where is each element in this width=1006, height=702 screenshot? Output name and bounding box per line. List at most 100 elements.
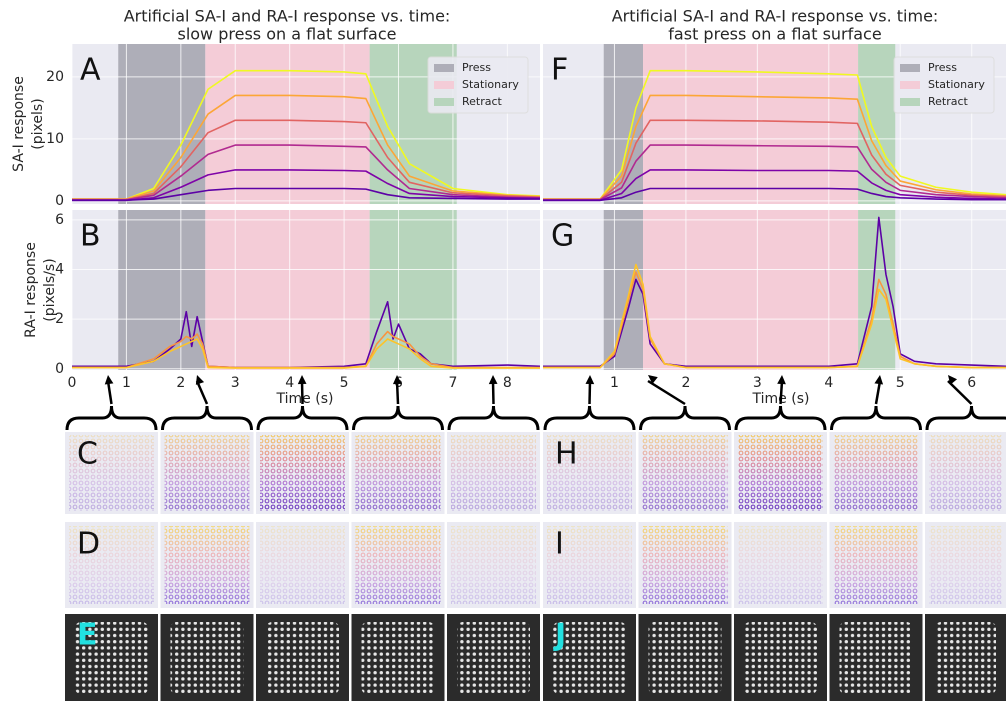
y-tick-label: 6: [55, 212, 64, 228]
brace: [447, 405, 540, 431]
thumb-dots: [69, 435, 154, 511]
brace: [352, 405, 444, 431]
camera-pins: [744, 622, 817, 694]
thumb-dots: [929, 435, 1002, 511]
chart-title: fast press on a flat surface: [668, 25, 881, 44]
y-axis-label: (pixels): [30, 98, 46, 149]
brace: [925, 405, 1006, 431]
camera-pins: [553, 622, 626, 694]
response-line: [543, 119, 1006, 201]
phase-span: [369, 210, 457, 370]
brace: [639, 405, 731, 431]
phase-span: [603, 210, 644, 370]
camera-pins: [457, 622, 530, 694]
arrow-head: [488, 375, 498, 385]
legend-label: Stationary: [928, 78, 985, 91]
subplot: 0246012345678RA-I response(pixels/s)Time…: [23, 210, 540, 407]
thumb-dots: [164, 435, 250, 511]
brace: [65, 405, 158, 431]
arrow-head: [297, 375, 307, 385]
panel-label: A: [80, 53, 101, 88]
thumb-dots: [260, 435, 345, 511]
x-tick-label: 4: [824, 375, 833, 391]
x-tick-label: 5: [340, 375, 349, 391]
y-tick-label: 0: [55, 193, 64, 209]
arrow-shaft: [874, 380, 882, 405]
x-tick-label: 5: [896, 375, 905, 391]
y-axis-label: (pixels/s): [42, 258, 58, 321]
y-axis-label: RA-I response: [23, 242, 39, 338]
brace: [830, 405, 922, 431]
camera-pins: [75, 622, 148, 694]
response-line: [72, 338, 540, 369]
panel-label: E: [77, 618, 98, 653]
thumb-dots: [547, 526, 632, 604]
phase-span: [643, 210, 859, 370]
panel-label: I: [555, 527, 564, 562]
arrow-shaft: [395, 380, 400, 405]
arrow-head: [648, 375, 658, 384]
legend-label: Press: [928, 61, 957, 74]
arrow-shaft: [195, 380, 209, 405]
panel-label: G: [551, 219, 574, 254]
arrow-shaft: [947, 380, 973, 405]
camera-pins: [266, 622, 339, 694]
legend-swatch: [434, 64, 454, 72]
thumb-dots: [738, 526, 823, 604]
x-tick-label: 3: [231, 375, 240, 391]
thumb-dots: [260, 526, 345, 604]
legend-swatch: [434, 81, 454, 89]
y-tick-label: 4: [55, 262, 64, 278]
y-axis-label: SA-I response: [11, 76, 27, 172]
arrow-shaft: [588, 380, 592, 405]
phase-span: [205, 210, 370, 370]
arrow-head: [585, 375, 595, 385]
legend-label: Stationary: [462, 78, 519, 91]
response-line: [543, 144, 1006, 201]
camera-pins: [935, 622, 996, 694]
camera-pins: [839, 622, 913, 694]
camera-pins: [361, 622, 435, 694]
response-line: [72, 69, 540, 200]
legend-label: Press: [462, 61, 491, 74]
panel-label: B: [80, 219, 101, 254]
thumb-dots: [738, 435, 823, 511]
thumb-dots: [642, 435, 728, 511]
response-line: [543, 69, 1006, 200]
thumb-dots: [451, 435, 536, 511]
legend-label: Retract: [462, 95, 503, 108]
arrow-head: [392, 375, 402, 385]
panel-label: H: [555, 437, 578, 472]
arrow-head: [104, 375, 114, 385]
phase-span: [205, 44, 370, 204]
arrow-head: [874, 375, 884, 385]
legend-swatch: [434, 98, 454, 106]
y-tick-label: 20: [46, 69, 64, 85]
thumbnail-section: C D E H I J: [65, 375, 1006, 701]
camera-pins: [170, 622, 244, 694]
arrow-shaft: [491, 380, 495, 405]
panel-label: C: [77, 437, 98, 472]
panel-label: D: [77, 527, 100, 562]
thumb-dots: [69, 526, 154, 604]
arrow-shaft: [106, 380, 113, 405]
response-line: [72, 187, 540, 202]
thumb-dots: [355, 526, 441, 604]
chart-title: slow press on a flat surface: [177, 25, 396, 44]
arrow-shaft: [300, 380, 304, 405]
thumb-dots: [451, 526, 536, 604]
brace: [256, 405, 349, 431]
y-tick-label: 2: [55, 311, 64, 327]
chart-title: Artificial SA-I and RA-I response vs. ti…: [612, 7, 939, 26]
response-line: [543, 94, 1006, 200]
brace: [734, 405, 827, 431]
legend-swatch: [900, 98, 920, 106]
legend-swatch: [900, 81, 920, 89]
phase-span: [858, 44, 896, 204]
x-tick-label: 7: [448, 375, 457, 391]
thumb-dots: [833, 435, 919, 511]
thumb-dots: [164, 526, 250, 604]
